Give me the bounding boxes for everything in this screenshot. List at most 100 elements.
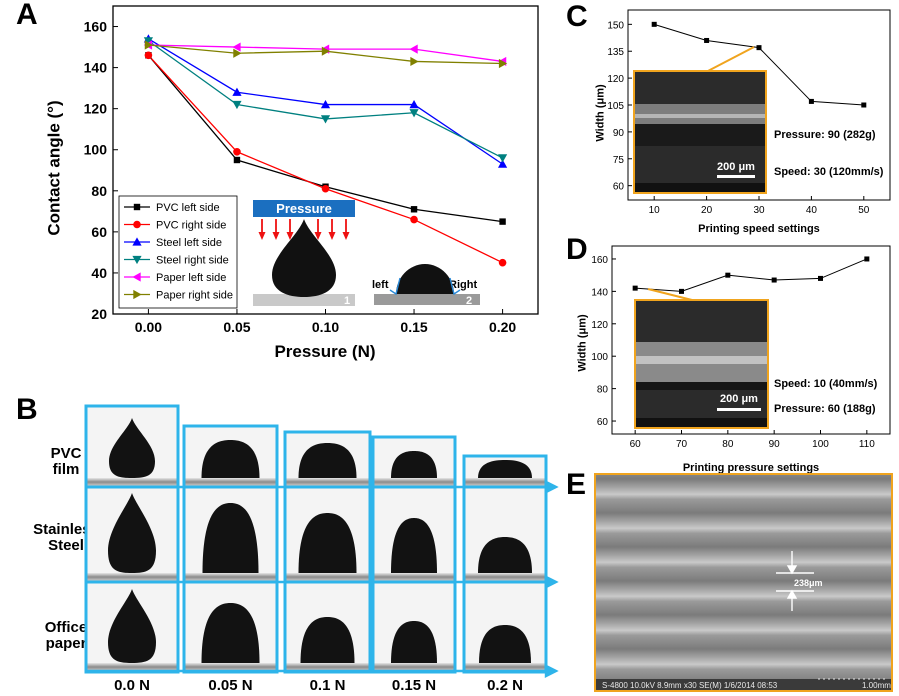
data-point <box>498 258 507 267</box>
legend-marker <box>132 255 142 265</box>
series-line <box>635 258 868 292</box>
legend-marker <box>133 289 142 300</box>
x-tick-label: 0.05 <box>223 319 250 335</box>
data-point <box>651 21 657 27</box>
x-tick-label: 0.00 <box>135 319 162 335</box>
droplet <box>300 617 355 663</box>
panel-d-x-axis-label: Printing pressure settings <box>683 462 819 474</box>
panel-d-annotation-pressure: Pressure: 60 (188g) <box>774 403 876 415</box>
sem-width-marker <box>776 551 814 611</box>
legend-label: Paper right side <box>156 290 233 302</box>
pressure-arrow-head <box>286 232 294 240</box>
panel-c-annotation-pressure: Pressure: 90 (282g) <box>774 129 876 141</box>
data-point <box>756 45 762 51</box>
y-tick-label: 105 <box>607 101 624 112</box>
schematic-droplet <box>396 264 454 294</box>
data-point <box>497 154 508 163</box>
x-tick-label: 50 <box>858 205 870 216</box>
panel-d-plot-frame <box>611 245 891 435</box>
y-tick-label: 40 <box>91 265 107 281</box>
panel-a-label: A <box>16 0 38 31</box>
data-point <box>632 285 638 291</box>
y-tick-label: 100 <box>591 352 608 363</box>
column-label: 0.15 N <box>392 677 436 694</box>
column-label: 0.05 N <box>208 677 252 694</box>
data-point <box>498 58 508 69</box>
droplet <box>298 513 357 573</box>
column-label: 0.0 N <box>114 677 150 694</box>
data-point <box>320 115 331 124</box>
x-tick-label: 10 <box>649 205 661 216</box>
y-tick-label: 140 <box>591 287 608 298</box>
sem-footer-text: S-4800 10.0kV 8.9mm x30 SE(M) 1/6/2014 0… <box>602 681 778 690</box>
substrate <box>285 573 370 581</box>
panel-a-legend <box>118 195 238 309</box>
column-label: 0.1 N <box>310 677 346 694</box>
sem-stripes <box>594 473 893 692</box>
y-tick-label: 120 <box>607 74 624 85</box>
droplet-under-pressure <box>272 219 336 297</box>
substrate <box>184 573 277 581</box>
y-tick-label: 120 <box>591 320 608 331</box>
droplet <box>109 418 155 478</box>
x-tick-label: 20 <box>701 205 713 216</box>
y-tick-label: 150 <box>607 20 624 31</box>
data-point <box>679 288 684 294</box>
legend-marker <box>132 237 142 246</box>
left-side-label: left <box>372 279 389 291</box>
substrate-1 <box>253 294 355 306</box>
data-point <box>144 51 153 60</box>
substrate-2 <box>374 294 480 305</box>
panel-e-sem-image: S-4800 10.0kV 8.9mm x30 SE(M) 1/6/2014 0… <box>594 473 893 692</box>
data-point <box>864 256 870 262</box>
y-tick-label: 80 <box>91 183 107 199</box>
data-point <box>704 37 710 43</box>
panel-a-chart: 20 40 60 80 100 120 140 160 0.00 0.05 0.10 0.15 0.20… <box>84 5 539 361</box>
x-tick-label: 30 <box>753 205 765 216</box>
pressure-arrow-head <box>328 232 336 240</box>
panel-d-chart: 60 80 100 120 140 160 60 70 80 90 100 110 200 μm Sp… <box>591 245 891 474</box>
panel-e-label: E <box>566 468 587 501</box>
legend-marker <box>132 272 141 282</box>
substrate <box>184 478 277 486</box>
left-angle-mark <box>389 277 401 296</box>
substrate <box>86 663 178 671</box>
data-point <box>232 42 241 52</box>
droplet <box>478 537 532 573</box>
data-point <box>233 156 241 164</box>
data-point <box>143 37 154 46</box>
right-side-label: Right <box>449 279 477 291</box>
pressure-arrow-head <box>342 232 350 240</box>
panel-c-x-axis-label: Printing speed settings <box>698 223 820 235</box>
panel-d-label: D <box>566 233 588 266</box>
pressure-arrow-head <box>314 232 322 240</box>
column-label: 0.2 N <box>487 677 523 694</box>
x-tick-label: 0.15 <box>400 319 427 335</box>
y-tick-label: 160 <box>84 19 108 35</box>
panel-c-sem-inset: 200 μm <box>633 70 767 194</box>
panel-c-scale-bar: 200 μm <box>717 161 755 173</box>
y-tick-label: 60 <box>597 417 609 428</box>
legend-marker <box>133 220 141 229</box>
data-point <box>144 40 154 50</box>
data-point <box>409 109 419 118</box>
x-tick-label: 0.10 <box>312 319 339 335</box>
panel-d-sem-inset: 200 μm <box>634 299 769 429</box>
y-tick-label: 60 <box>613 182 625 193</box>
substrate <box>86 478 178 486</box>
droplet <box>202 503 259 573</box>
pressure-inset-1: Pressure 1 <box>253 200 355 307</box>
data-point <box>320 99 331 109</box>
legend-label: PVC right side <box>156 220 226 232</box>
y-tick-label: 60 <box>91 224 107 240</box>
pressure-plate <box>253 200 355 217</box>
substrate <box>285 663 370 671</box>
legend-marker <box>133 203 141 211</box>
data-point <box>808 98 814 104</box>
legend-label: PVC left side <box>156 202 220 214</box>
data-point <box>409 99 419 109</box>
data-point <box>233 147 241 156</box>
y-tick-label: 90 <box>613 128 625 139</box>
sem-scale-label: 1.00mm <box>862 681 891 690</box>
droplet <box>201 440 260 478</box>
